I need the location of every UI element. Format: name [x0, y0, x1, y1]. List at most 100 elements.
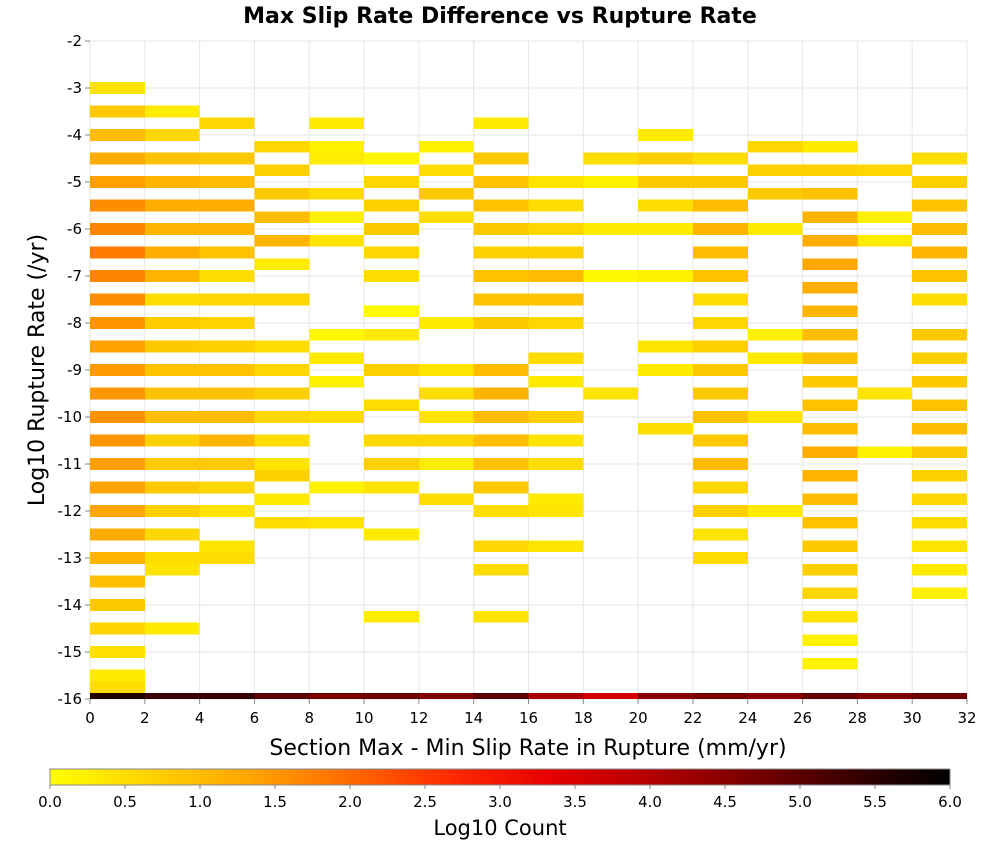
heatmap-cell: [364, 246, 419, 259]
heatmap-cell: [254, 293, 310, 306]
heatmap-cells: [90, 82, 967, 694]
heatmap-cell: [638, 152, 693, 165]
heatmap-cell: [90, 552, 145, 564]
x-tick-label: 8: [304, 709, 314, 727]
heatmap-cell: [144, 563, 200, 576]
heatmap-cell: [90, 152, 145, 165]
heatmap-cell: [199, 270, 255, 282]
heatmap-cell: [144, 505, 200, 517]
heatmap-cell: [90, 105, 145, 118]
heatmap-cell: [309, 140, 365, 153]
heatmap-cell: [583, 176, 639, 188]
heatmap-cell: [90, 246, 145, 259]
heatmap-cell: [254, 187, 310, 200]
heatmap-cell: [802, 516, 858, 529]
y-tick-label: -16: [58, 690, 83, 708]
heatmap-cell: [692, 458, 748, 470]
heatmap-cell: [583, 152, 639, 165]
heatmap-cell: [254, 387, 310, 400]
heatmap-cell: [309, 375, 365, 388]
heatmap-cell: [857, 164, 913, 177]
heatmap-cell: [802, 610, 858, 623]
heatmap-cell: [90, 481, 145, 494]
heatmap-cell: [199, 199, 255, 212]
heatmap-cell: [473, 434, 529, 447]
y-tick-label: -8: [67, 314, 82, 332]
y-tick-label: -2: [67, 32, 82, 50]
x-tick-label: 30: [903, 709, 922, 727]
heatmap-cell: [692, 387, 748, 400]
heatmap-cell: [802, 422, 858, 435]
heatmap-cell: [912, 223, 967, 235]
heatmap-cell: [473, 317, 529, 329]
heatmap-cell: [144, 152, 200, 165]
heatmap-cell: [418, 387, 474, 400]
colorbar-tick-label: 1.0: [188, 793, 212, 811]
heatmap-cell: [199, 317, 255, 329]
heatmap-cell: [90, 340, 145, 353]
heatmap-cell: [254, 258, 310, 271]
heatmap-cell: [199, 293, 255, 306]
heatmap-cell: [199, 152, 255, 165]
colorbar: [49, 768, 951, 786]
y-tick-label: -7: [67, 267, 82, 285]
heatmap-cell: [90, 270, 145, 282]
heatmap-cell: [747, 328, 803, 341]
heatmap-cell: [473, 387, 529, 400]
colorbar-tick-label: 6.0: [938, 793, 962, 811]
heatmap-cell: [144, 622, 200, 635]
y-tick-label: -3: [67, 79, 82, 97]
heatmap-cell: [747, 140, 803, 153]
heatmap-cell: [747, 411, 803, 423]
heatmap-cell: [144, 552, 200, 564]
baseline-cell: [747, 693, 803, 699]
heatmap-cell: [90, 199, 145, 212]
heatmap-cell: [90, 575, 145, 588]
y-tick-label: -14: [58, 596, 83, 614]
heatmap-cell: [199, 246, 255, 259]
heatmap-cell: [802, 140, 858, 153]
heatmap-cell: [473, 270, 529, 282]
heatmap-cell: [418, 493, 474, 506]
colorbar-tick-label: 4.5: [713, 793, 737, 811]
x-tick-label: 0: [85, 709, 95, 727]
heatmap-cell: [802, 634, 858, 647]
y-tick-label: -13: [58, 549, 83, 567]
heatmap-cell: [528, 270, 584, 282]
heatmap-cell: [90, 458, 145, 470]
heatmap-cell: [912, 246, 967, 259]
heatmap-cell: [692, 317, 748, 329]
heatmap-cell: [364, 528, 419, 541]
heatmap-cell: [144, 528, 200, 541]
baseline-cell: [528, 693, 584, 699]
baseline-cell: [473, 693, 529, 699]
heatmap-cell: [144, 317, 200, 329]
colorbar-tick-label: 3.0: [488, 793, 512, 811]
heatmap-cell: [364, 328, 419, 341]
heatmap-cell: [199, 481, 255, 494]
heatmap-cell: [802, 281, 858, 294]
colorbar-tick-label: 1.5: [263, 793, 287, 811]
heatmap-cell: [254, 493, 310, 506]
heatmap-cell: [144, 129, 200, 141]
heatmap-cell: [528, 199, 584, 212]
heatmap-cell: [418, 364, 474, 376]
x-axis-label: Section Max - Min Slip Rate in Rupture (…: [269, 736, 786, 761]
heatmap-cell: [638, 340, 693, 353]
heatmap-cell: [144, 270, 200, 282]
heatmap-cell: [90, 293, 145, 306]
heatmap-cell: [254, 340, 310, 353]
heatmap-cell: [912, 399, 967, 412]
heatmap-cell: [254, 469, 310, 482]
colorbar-ticks: 0.0 0.5 1.0 1.5 2.0 2.5 3.0 3.5 4.0 4.5 5.0 5.5 6.0: [38, 785, 962, 811]
x-axis-ticks: 0 2 4 6 8 10 12 14 16 18 20 22 24 26 28 30 32: [85, 699, 977, 727]
baseline-cell: [802, 693, 858, 699]
heatmap-cell: [583, 270, 639, 282]
heatmap-cell: [473, 199, 529, 212]
heatmap-cell: [692, 340, 748, 353]
heatmap-cell: [364, 305, 419, 318]
heatmap-cell: [418, 140, 474, 153]
heatmap-cell: [912, 469, 967, 482]
baseline-cell: [912, 693, 967, 699]
x-tick-label: 16: [519, 709, 538, 727]
